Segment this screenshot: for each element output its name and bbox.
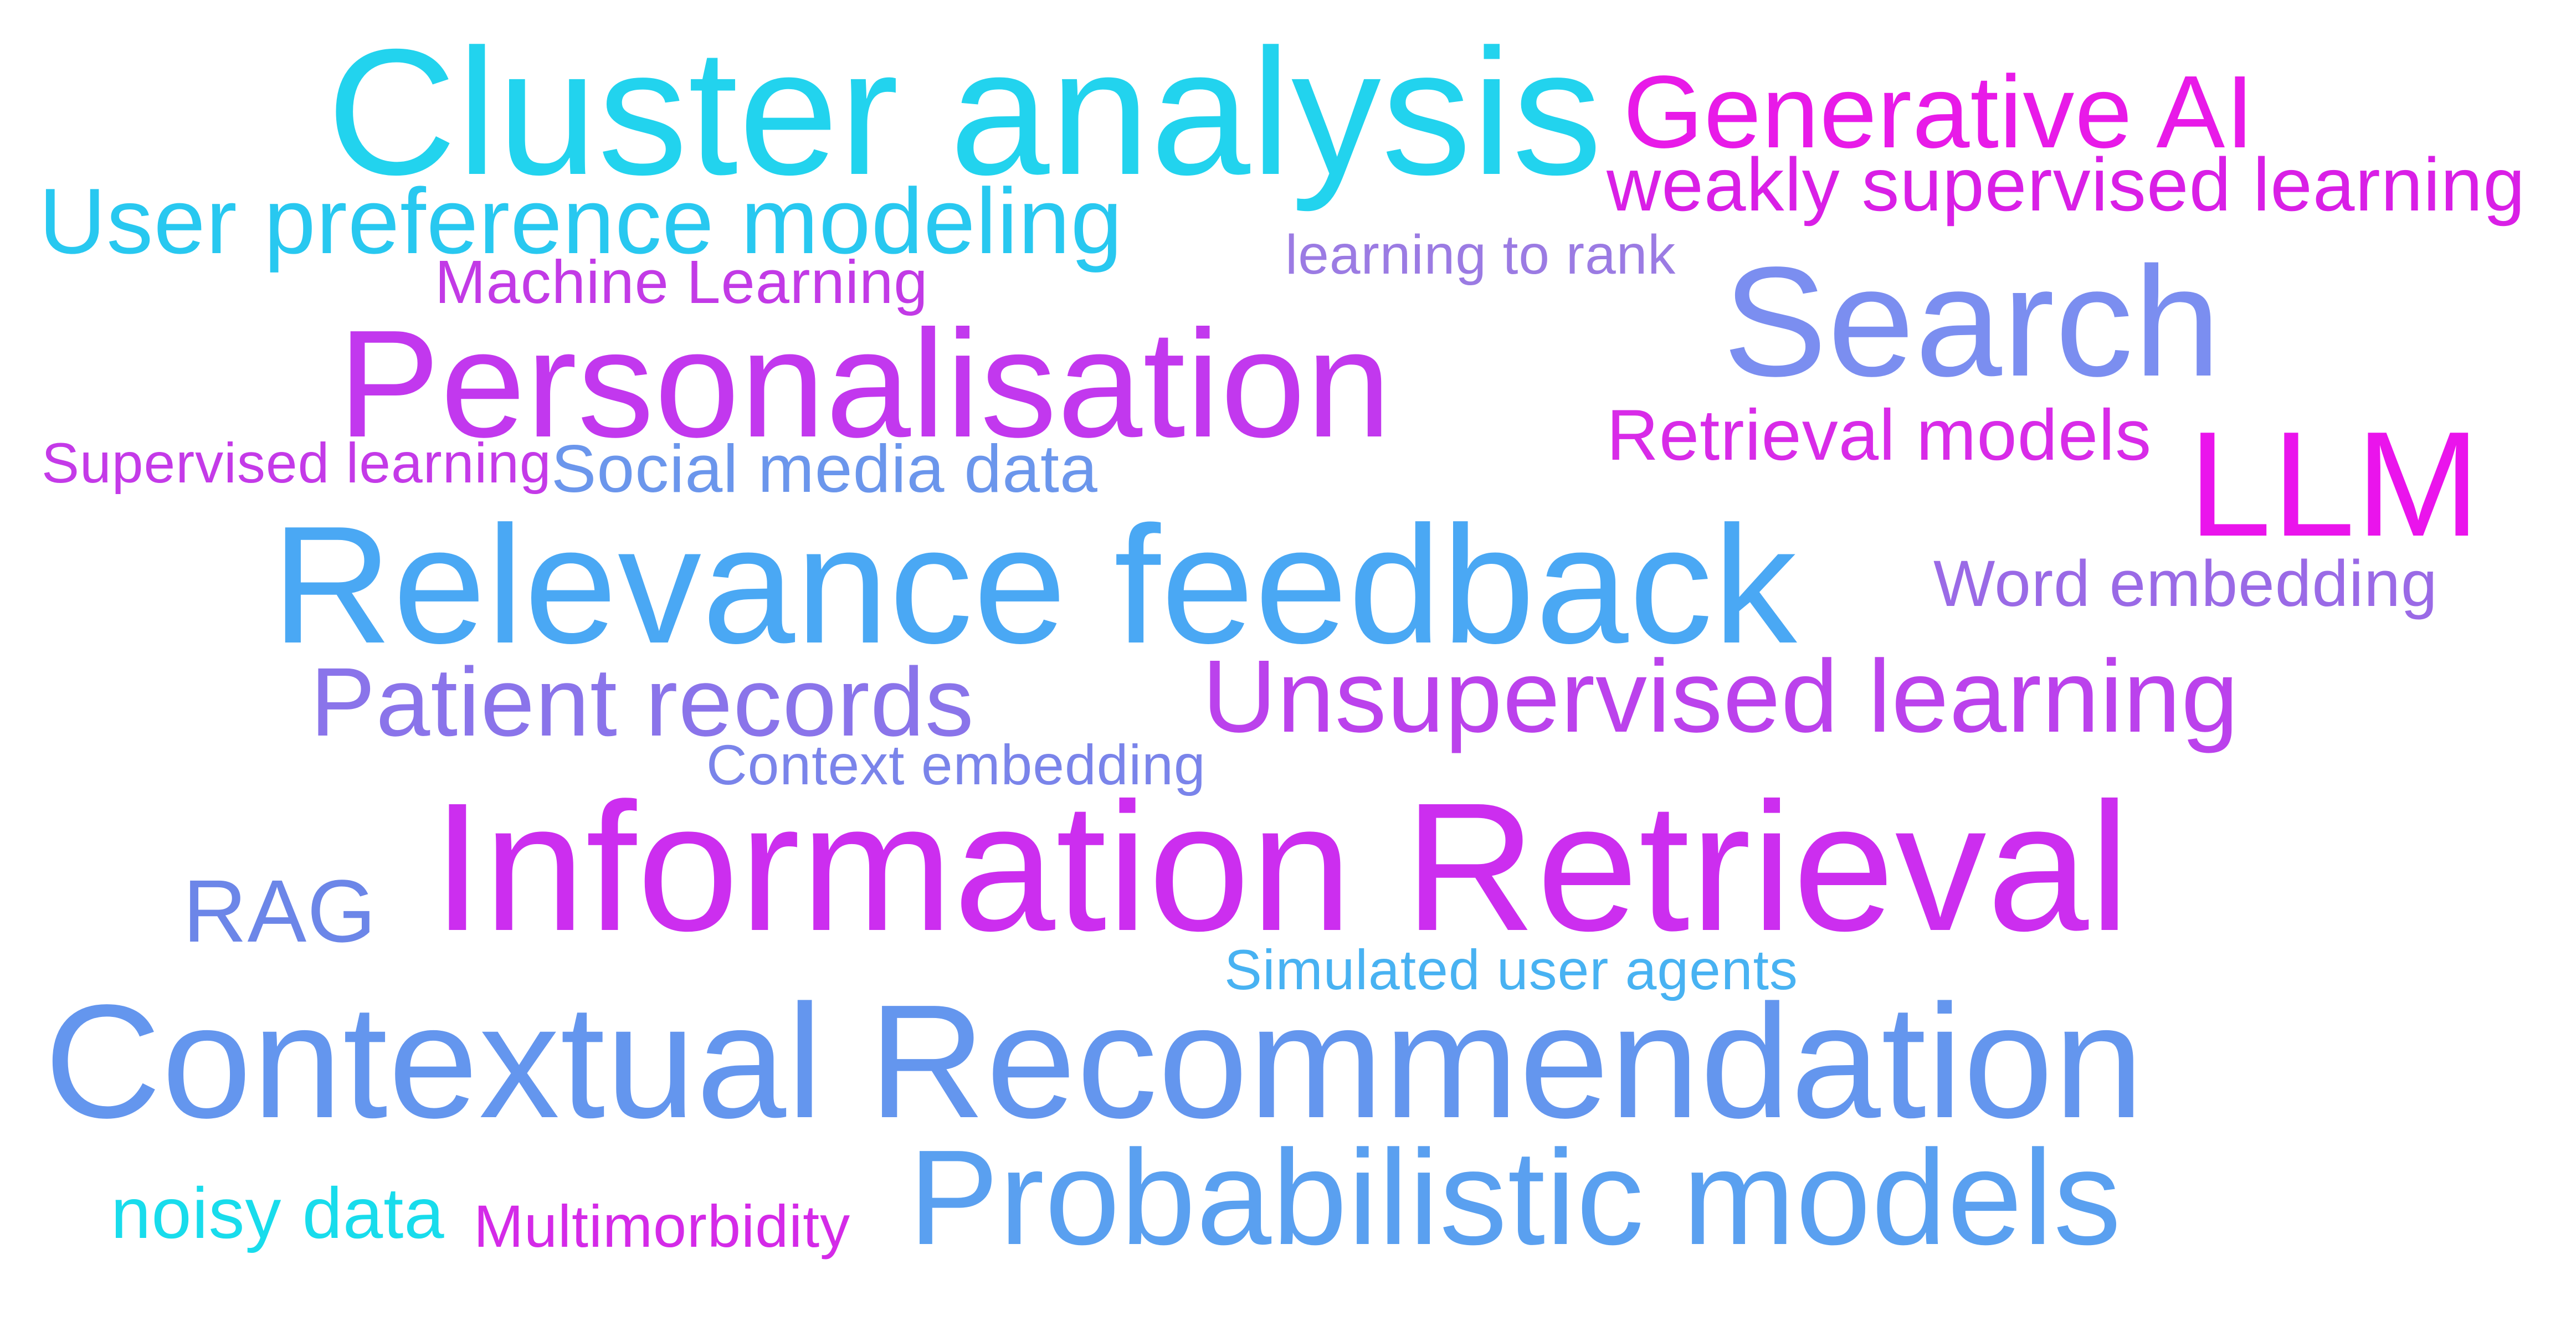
word-weakly-supervised-learning: weakly supervised learning <box>1607 142 2526 227</box>
word-retrieval-models: Retrieval models <box>1607 394 2152 475</box>
word-cluster-analysis: Cluster analysis <box>327 12 1603 212</box>
word-personalisation: Personalisation <box>338 299 1392 469</box>
word-user-preference-modeling: User preference modeling <box>39 169 1123 273</box>
word-probabilistic-models: Probabilistic models <box>909 1122 2122 1273</box>
word-social-media-data: Social media data <box>551 431 1098 506</box>
word-rag: RAG <box>183 861 377 960</box>
word-word-embedding: Word embedding <box>1933 547 2438 620</box>
word-contextual-recommendation: Contextual Recommendation <box>44 971 2144 1152</box>
word-simulated-user-agents: Simulated user agents <box>1224 938 1798 1001</box>
word-patient-records: Patient records <box>310 648 974 757</box>
word-relevance-feedback: Relevance feedback <box>271 491 1798 678</box>
word-supervised-learning: Supervised learning <box>42 431 552 495</box>
word-learning-to-rank: learning to rank <box>1285 224 1676 286</box>
word-multimorbidity: Multimorbidity <box>474 1193 851 1260</box>
word-generative-ai: Generative AI <box>1623 55 2255 169</box>
word-noisy-data: noisy data <box>111 1173 445 1253</box>
word-llm: LLM <box>2188 401 2481 568</box>
word-unsupervised-learning: Unsupervised learning <box>1202 639 2239 754</box>
word-search: Search <box>1723 234 2221 409</box>
word-context-embedding: Context embedding <box>706 733 1206 796</box>
word-information-retrieval: Information Retrieval <box>432 764 2131 969</box>
word-machine-learning: Machine Learning <box>435 248 928 316</box>
